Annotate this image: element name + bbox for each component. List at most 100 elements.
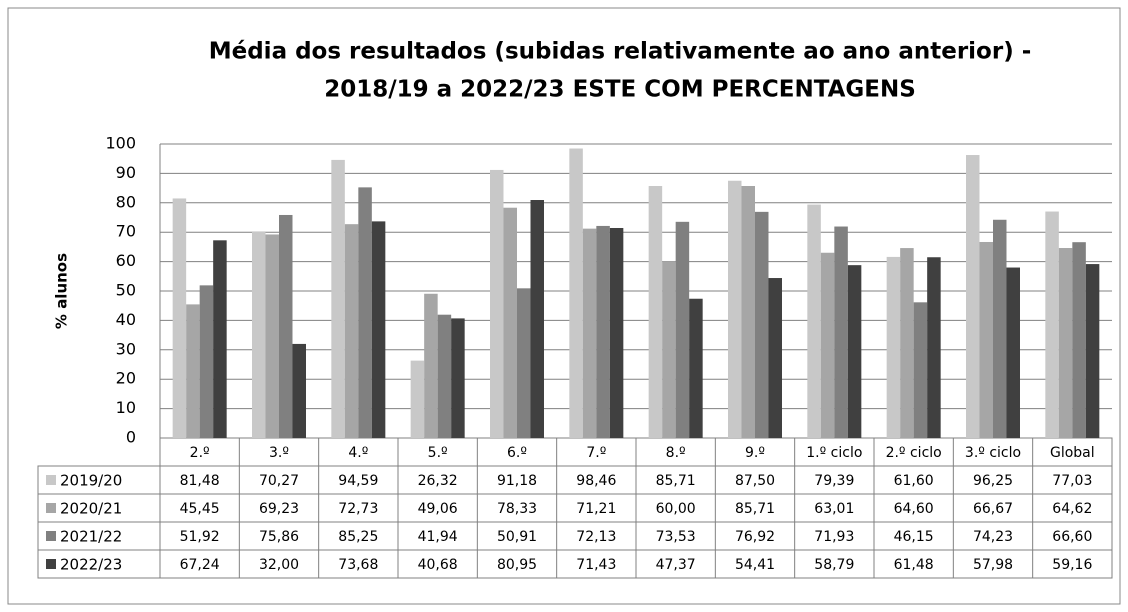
- table-cell: 45,45: [180, 501, 220, 517]
- table-cell: 79,39: [814, 473, 854, 489]
- table-cell: 77,03: [1052, 473, 1092, 489]
- bar: [213, 240, 227, 438]
- bar: [993, 219, 1007, 438]
- bar: [358, 187, 372, 438]
- bar: [1045, 211, 1059, 438]
- y-tick-label: 10: [116, 398, 136, 417]
- bar: [582, 228, 597, 438]
- bar: [755, 211, 769, 438]
- table-cell: 85,25: [338, 529, 378, 545]
- y-tick-label: 0: [126, 428, 136, 447]
- table-cell: 47,37: [656, 557, 696, 573]
- bar: [1058, 248, 1073, 438]
- table-cell: 46,15: [894, 529, 934, 545]
- x-tick-label: Global: [1050, 445, 1095, 461]
- table-cell: 40,68: [418, 557, 458, 573]
- chart-title: 2018/19 a 2022/23 ESTE COM PERCENTAGENS: [324, 77, 916, 103]
- table-cell: 64,62: [1052, 501, 1092, 517]
- bar: [344, 224, 359, 438]
- table-cell: 94,59: [338, 473, 378, 489]
- bar: [252, 231, 266, 438]
- bar: [172, 198, 187, 438]
- table-cell: 71,43: [576, 557, 616, 573]
- y-tick-label: 90: [116, 163, 136, 182]
- bar: [517, 288, 531, 438]
- table-cell: 60,00: [656, 501, 696, 517]
- table-cell: 59,16: [1052, 557, 1092, 573]
- bar: [820, 252, 835, 438]
- y-tick-label: 50: [116, 281, 136, 300]
- table-cell: 73,53: [656, 529, 696, 545]
- y-tick-label: 80: [116, 192, 136, 211]
- table-cell: 81,48: [180, 473, 220, 489]
- bar: [371, 221, 386, 438]
- table-cell: 98,46: [576, 473, 616, 489]
- table-cell: 58,79: [814, 557, 854, 573]
- y-tick-label: 20: [116, 369, 136, 388]
- bar: [662, 261, 676, 438]
- bar: [1006, 267, 1020, 438]
- legend-label: 2020/21: [60, 500, 122, 518]
- x-tick-label: 2.º ciclo: [886, 445, 942, 461]
- bar: [410, 360, 425, 438]
- table-cell: 32,00: [259, 557, 299, 573]
- table-cell: 49,06: [418, 501, 458, 517]
- table-cell: 67,24: [180, 557, 220, 573]
- bar: [675, 221, 690, 438]
- legend-swatch: [46, 503, 56, 513]
- bar: [689, 298, 703, 438]
- table-cell: 85,71: [735, 501, 775, 517]
- bar: [1072, 242, 1086, 438]
- table-cell: 80,95: [497, 557, 537, 573]
- x-tick-label: 1.º ciclo: [806, 445, 862, 461]
- y-axis-label: % alunos: [53, 253, 71, 329]
- table-cell: 71,93: [814, 529, 854, 545]
- y-tick-label: 30: [116, 339, 136, 358]
- bar: [728, 180, 742, 438]
- bar: [331, 159, 345, 438]
- table-cell: 66,60: [1052, 529, 1092, 545]
- bar: [199, 285, 214, 438]
- table-cell: 72,73: [338, 501, 378, 517]
- legend-label: 2021/22: [60, 528, 122, 546]
- bar: [609, 227, 624, 438]
- bar: [596, 225, 610, 438]
- bar: [900, 248, 914, 438]
- bar: [1085, 264, 1100, 438]
- bar: [292, 343, 306, 438]
- x-tick-label: 2.º: [190, 445, 210, 461]
- y-tick-label: 70: [116, 222, 136, 241]
- bar: [807, 204, 821, 438]
- table-cell: 96,25: [973, 473, 1013, 489]
- bar: [437, 314, 452, 438]
- legend-swatch: [46, 559, 56, 569]
- bar: [966, 155, 980, 438]
- x-tick-label: 3.º ciclo: [965, 445, 1021, 461]
- y-tick-label: 40: [116, 310, 136, 329]
- legend-label: 2019/20: [60, 472, 122, 490]
- table-cell: 85,71: [656, 473, 696, 489]
- bar: [424, 293, 438, 438]
- table-cell: 73,68: [338, 557, 378, 573]
- y-tick-label: 100: [105, 134, 136, 153]
- bar: [530, 200, 544, 438]
- table-cell: 71,21: [576, 501, 616, 517]
- x-tick-label: 8.º: [666, 445, 686, 461]
- bar: [503, 207, 517, 438]
- table-cell: 78,33: [497, 501, 537, 517]
- x-tick-label: 7.º: [586, 445, 606, 461]
- bar: [648, 186, 663, 438]
- chart-title: Média dos resultados (subidas relativame…: [209, 39, 1032, 65]
- table-cell: 76,92: [735, 529, 775, 545]
- table-cell: 50,91: [497, 529, 537, 545]
- bar: [834, 226, 848, 438]
- bar: [979, 241, 993, 438]
- bar: [927, 257, 941, 438]
- table-cell: 75,86: [259, 529, 299, 545]
- table-cell: 91,18: [497, 473, 537, 489]
- table-cell: 74,23: [973, 529, 1013, 545]
- table-cell: 57,98: [973, 557, 1013, 573]
- x-tick-label: 5.º: [428, 445, 448, 461]
- x-tick-label: 3.º: [269, 445, 289, 461]
